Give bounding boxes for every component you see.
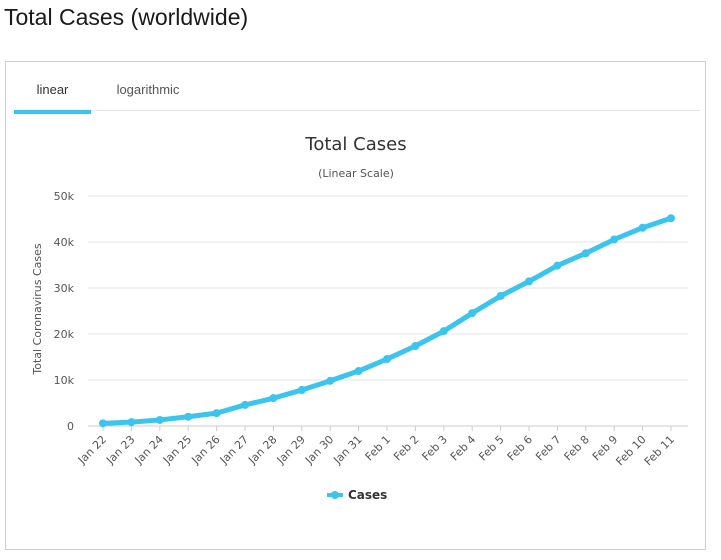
data-point[interactable]: [155, 415, 164, 424]
data-point[interactable]: [610, 235, 619, 244]
chart-subtitle: (Linear Scale): [318, 167, 394, 180]
tab-linear[interactable]: linear: [14, 62, 91, 114]
x-tick-label: Jan 25: [160, 433, 194, 467]
legend[interactable]: Cases: [327, 488, 387, 502]
x-tick-label: Feb 1: [363, 433, 393, 463]
page-title: Total Cases (worldwide): [4, 4, 249, 30]
data-point[interactable]: [553, 261, 562, 270]
x-tick-label: Feb 3: [420, 433, 450, 463]
x-tick-label: Jan 28: [245, 433, 279, 467]
x-tick-label: Feb 10: [613, 433, 648, 468]
y-tick-label: 10k: [54, 374, 75, 387]
data-point[interactable]: [581, 249, 590, 258]
y-tick-label: 30k: [54, 282, 75, 295]
grid-lines: [88, 195, 688, 427]
data-point[interactable]: [354, 367, 363, 376]
x-tick-label: Jan 26: [188, 433, 222, 467]
scale-tabs: linear logarithmic: [14, 62, 700, 114]
x-tick-label: Jan 23: [103, 433, 137, 467]
chart-title: Total Cases: [304, 134, 406, 155]
series-line-cases: [100, 215, 674, 426]
data-point[interactable]: [638, 223, 647, 232]
x-tick-label: Feb 6: [505, 433, 535, 463]
x-tick-label: Jan 24: [132, 433, 166, 467]
data-point[interactable]: [411, 342, 420, 351]
x-tick-label: Feb 2: [391, 433, 421, 463]
data-point[interactable]: [439, 327, 448, 336]
y-tick-label: 20k: [54, 328, 75, 341]
data-point[interactable]: [496, 291, 505, 300]
y-tick-label: 50k: [54, 190, 75, 203]
data-point[interactable]: [99, 419, 107, 428]
x-tick-label: Jan 31: [330, 433, 364, 467]
data-point[interactable]: [127, 418, 136, 427]
data-point[interactable]: [297, 386, 306, 395]
data-point[interactable]: [184, 412, 193, 421]
x-tick-label: Jan 29: [274, 433, 308, 467]
x-tick-label: Feb 8: [562, 433, 592, 463]
x-tick-label: Feb 5: [476, 433, 506, 463]
data-point[interactable]: [212, 409, 221, 418]
y-tick-label: 40k: [54, 236, 75, 249]
legend-point-marker: [331, 491, 339, 499]
series-cases: [99, 214, 675, 428]
data-point[interactable]: [667, 214, 675, 223]
data-point[interactable]: [468, 309, 477, 318]
data-point[interactable]: [326, 376, 335, 385]
x-tick-label: Feb 7: [533, 433, 563, 463]
x-tick-label: Feb 4: [448, 433, 478, 463]
tab-logarithmic[interactable]: logarithmic: [116, 82, 180, 97]
chart-panel: linear logarithmic Total Cases (Linear S…: [5, 61, 706, 550]
x-tick-label: Jan 22: [75, 433, 109, 467]
x-tick-label: Jan 30: [302, 433, 336, 467]
y-tick-label: 0: [67, 420, 74, 433]
data-point[interactable]: [241, 400, 249, 409]
x-tick-label: Feb 11: [642, 433, 677, 468]
data-point[interactable]: [383, 355, 391, 364]
legend-label-cases: Cases: [348, 488, 387, 502]
chart-svg: Total Cases (Linear Scale) Total Coronav…: [31, 134, 688, 502]
data-point[interactable]: [525, 277, 533, 286]
x-tick-label: Jan 27: [217, 433, 251, 467]
data-point[interactable]: [269, 394, 278, 403]
y-axis-ticks: 0 10k 20k 30k 40k 50k: [54, 190, 75, 433]
y-axis-title: Total Coronavirus Cases: [31, 243, 44, 376]
